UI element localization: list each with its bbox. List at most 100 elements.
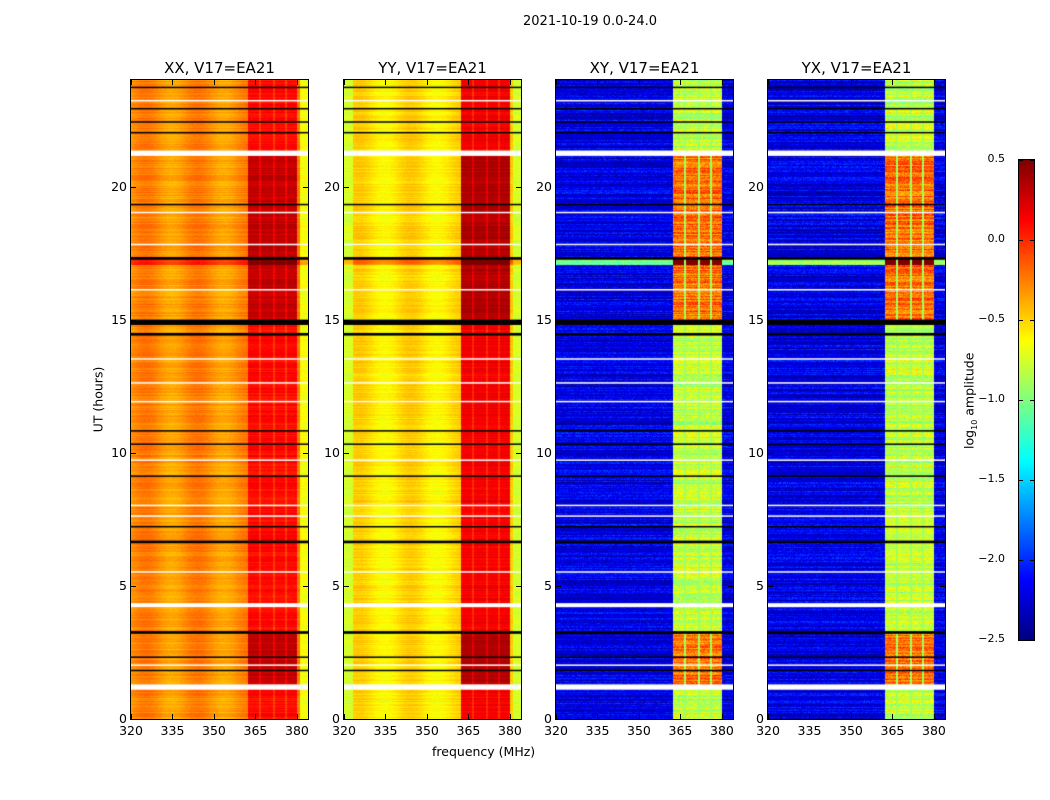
y-tick-mark xyxy=(516,585,521,587)
y-tick-mark xyxy=(768,585,773,587)
x-tick-label: 380 xyxy=(710,723,734,738)
x-tick-mark xyxy=(809,714,811,719)
colorbar-tick-label: 0.5 xyxy=(987,152,1006,165)
y-tick-label: 5 xyxy=(756,577,764,593)
x-tick-mark xyxy=(638,714,640,719)
y-tick-mark xyxy=(728,585,733,587)
colorbar-tick-mark xyxy=(1019,400,1023,401)
colorbar-tick-mark xyxy=(1019,240,1023,241)
x-tick-label: 365 xyxy=(668,723,693,738)
y-tick-mark xyxy=(556,319,561,321)
y-tick-mark xyxy=(303,719,308,720)
colorbar-tick-mark xyxy=(1019,320,1023,321)
x-tick-label: 320 xyxy=(544,723,568,738)
y-tick-mark xyxy=(516,719,521,720)
y-tick-mark xyxy=(344,452,349,454)
y-tick-label: 15 xyxy=(536,311,552,327)
x-tick-mark xyxy=(933,714,935,719)
x-tick-label: 365 xyxy=(456,723,481,738)
y-tick-label: 0 xyxy=(119,711,127,726)
colorbar-tick-mark xyxy=(1030,480,1034,481)
panel-title: XY, V17=EA21 xyxy=(589,59,700,77)
x-tick-label: 335 xyxy=(373,723,398,738)
colorbar-tick-label: 0.0 xyxy=(987,232,1006,245)
y-tick-mark xyxy=(768,186,773,188)
x-tick-mark xyxy=(768,80,769,85)
colorbar-tick-mark xyxy=(1030,560,1034,561)
y-tick-label: 10 xyxy=(536,444,552,460)
y-tick-label: 5 xyxy=(119,577,127,593)
x-tick-mark xyxy=(131,80,132,85)
colorbar xyxy=(1018,159,1035,641)
y-tick-mark xyxy=(303,186,308,188)
y-tick-mark xyxy=(131,585,136,587)
x-tick-mark xyxy=(296,80,298,85)
y-tick-label: 0 xyxy=(544,711,552,726)
y-tick-mark xyxy=(344,319,349,321)
colorbar-tick-label: −2.0 xyxy=(978,552,1005,565)
figure-title: 2021-10-19 0.0-24.0 xyxy=(523,14,657,29)
colorbar-tick-mark xyxy=(1030,320,1034,321)
y-tick-mark xyxy=(768,319,773,321)
y-tick-label: 15 xyxy=(324,311,340,327)
y-tick-mark xyxy=(940,719,945,720)
heatmap-image xyxy=(131,80,308,719)
panel-title: YY, V17=EA21 xyxy=(378,59,487,77)
x-tick-mark xyxy=(680,80,682,85)
colorbar-tick-mark xyxy=(1019,640,1023,641)
colorbar-tick-mark xyxy=(1019,480,1023,481)
y-tick-label: 10 xyxy=(324,444,340,460)
y-tick-mark xyxy=(516,319,521,321)
panel-title: XX, V17=EA21 xyxy=(164,59,275,77)
x-tick-label: 350 xyxy=(415,723,439,738)
x-tick-mark xyxy=(892,80,894,85)
colorbar-tick-mark xyxy=(1019,160,1023,161)
x-tick-mark xyxy=(344,714,345,719)
x-tick-mark xyxy=(385,80,387,85)
x-axis-label: frequency (MHz) xyxy=(432,744,536,759)
heatmap-image xyxy=(768,80,945,719)
y-tick-mark xyxy=(940,186,945,188)
y-axis-label: UT (hours) xyxy=(90,366,106,433)
colorbar-tick-mark xyxy=(1030,160,1034,161)
y-tick-label: 5 xyxy=(332,577,340,593)
y-tick-label: 10 xyxy=(748,444,764,460)
y-tick-mark xyxy=(768,452,773,454)
y-tick-label: 0 xyxy=(756,711,764,726)
x-tick-mark xyxy=(255,80,257,85)
x-tick-mark xyxy=(850,80,852,85)
y-tick-mark xyxy=(556,452,561,454)
x-tick-mark xyxy=(933,80,935,85)
x-tick-label: 350 xyxy=(627,723,651,738)
x-tick-mark xyxy=(850,714,852,719)
colorbar-tick-label: −2.5 xyxy=(978,632,1005,645)
y-tick-mark xyxy=(728,186,733,188)
y-tick-label: 5 xyxy=(544,577,552,593)
y-tick-mark xyxy=(556,719,561,720)
y-tick-mark xyxy=(940,585,945,587)
x-tick-mark xyxy=(768,714,769,719)
heatmap-image xyxy=(344,80,521,719)
y-tick-mark xyxy=(556,186,561,188)
y-tick-mark xyxy=(131,719,136,720)
x-tick-mark xyxy=(680,714,682,719)
y-tick-mark xyxy=(131,319,136,321)
heatmap-image xyxy=(556,80,733,719)
y-tick-mark xyxy=(344,186,349,188)
x-tick-label: 335 xyxy=(797,723,822,738)
x-tick-mark xyxy=(426,80,428,85)
x-tick-mark xyxy=(213,714,215,719)
y-tick-mark xyxy=(131,452,136,454)
x-tick-label: 320 xyxy=(756,723,780,738)
y-tick-mark xyxy=(728,319,733,321)
y-tick-mark xyxy=(303,585,308,587)
colorbar-tick-mark xyxy=(1030,640,1034,641)
heatmap-panel xyxy=(555,79,734,720)
heatmap-panel xyxy=(130,79,309,720)
y-tick-mark xyxy=(516,186,521,188)
colorbar-tick-label: −0.5 xyxy=(978,312,1005,325)
x-tick-label: 350 xyxy=(202,723,226,738)
x-tick-mark xyxy=(556,80,557,85)
x-tick-mark xyxy=(255,714,257,719)
